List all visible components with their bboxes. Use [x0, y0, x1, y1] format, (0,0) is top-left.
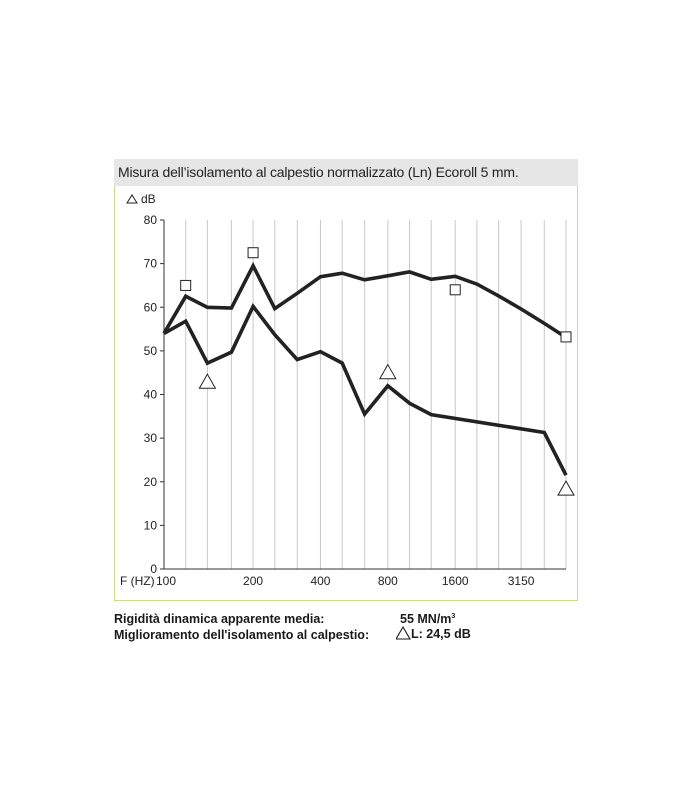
y-tick-label: 0 — [150, 562, 157, 576]
square-marker — [449, 284, 461, 296]
square-marker — [180, 279, 192, 291]
series-line-triangle — [163, 302, 568, 477]
triangle-marker — [198, 373, 217, 389]
x-tick-label: 800 — [378, 574, 398, 588]
x-tick-label: 400 — [310, 574, 330, 588]
delta-triangle-icon — [126, 194, 138, 204]
x-tick-label: 200 — [243, 574, 263, 588]
y-tick-label: 70 — [144, 257, 158, 271]
x-axis-label: F (HZ) — [120, 574, 155, 588]
x-tick-label: 3150 — [508, 574, 535, 588]
chart-title: Misura dell’isolamento al calpestio norm… — [114, 159, 578, 186]
y-tick-label: 10 — [144, 518, 158, 532]
chart-panel — [114, 159, 578, 601]
y-tick-label: 50 — [144, 344, 158, 358]
triangle-marker — [557, 480, 575, 496]
y-tick-label: 60 — [144, 300, 158, 314]
footer-value-stiffness: 55 MN/m3 — [400, 612, 455, 626]
y-axis-unit-label: dB — [141, 192, 156, 206]
y-tick-label: 40 — [144, 388, 158, 402]
triangle-marker — [378, 363, 397, 380]
y-tick-label: 80 — [144, 213, 158, 227]
footer-value-improvement-text: L: 24,5 dB — [411, 627, 471, 641]
footer-label-stiffness: Rigidità dinamica apparente media: — [114, 612, 325, 626]
footer-value-improvement: L: 24,5 dB — [395, 625, 471, 641]
footer-value-stiffness-text: 55 MN/m — [400, 612, 452, 626]
square-marker — [247, 247, 259, 259]
footer-value-stiffness-exponent: 3 — [451, 612, 456, 620]
square-marker — [560, 331, 572, 343]
y-tick-label: 30 — [144, 431, 158, 445]
y-tick-label: 20 — [144, 475, 158, 489]
x-tick-label: 100 — [156, 574, 176, 588]
delta-triangle-icon — [395, 625, 411, 640]
series-line-square — [162, 261, 567, 339]
x-tick-label: 1600 — [442, 574, 469, 588]
footer-label-improvement: Miglioramento dell'isolamento al calpest… — [114, 628, 370, 642]
